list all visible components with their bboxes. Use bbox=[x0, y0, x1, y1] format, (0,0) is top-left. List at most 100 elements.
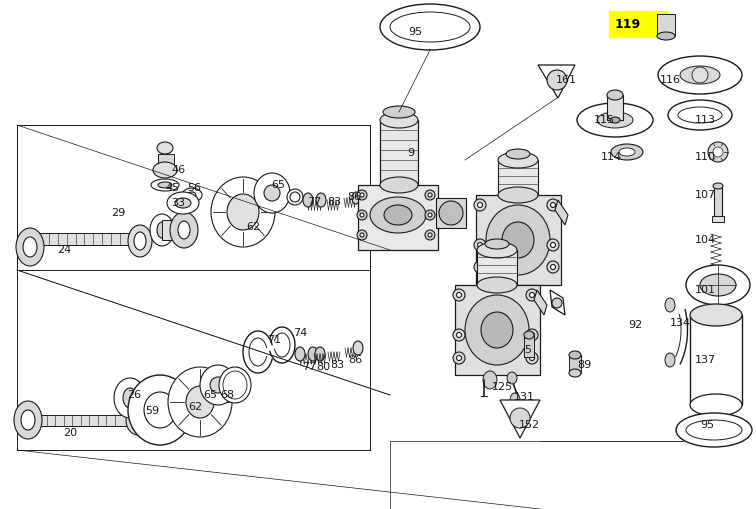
Ellipse shape bbox=[211, 177, 275, 247]
Ellipse shape bbox=[668, 100, 732, 130]
Ellipse shape bbox=[128, 375, 192, 445]
FancyBboxPatch shape bbox=[609, 11, 667, 37]
Bar bbox=[607, 95, 623, 120]
Ellipse shape bbox=[384, 205, 412, 225]
Ellipse shape bbox=[200, 365, 236, 405]
Text: 45: 45 bbox=[165, 183, 179, 193]
Ellipse shape bbox=[170, 212, 198, 248]
Circle shape bbox=[529, 355, 534, 360]
Ellipse shape bbox=[303, 193, 313, 207]
Ellipse shape bbox=[158, 182, 172, 188]
Ellipse shape bbox=[295, 347, 305, 361]
Ellipse shape bbox=[168, 367, 232, 437]
Ellipse shape bbox=[188, 192, 196, 198]
Circle shape bbox=[474, 239, 486, 251]
Text: 115: 115 bbox=[594, 115, 615, 125]
Text: 86: 86 bbox=[347, 192, 361, 202]
Circle shape bbox=[713, 147, 723, 157]
Circle shape bbox=[474, 199, 486, 211]
Ellipse shape bbox=[182, 188, 202, 202]
Ellipse shape bbox=[21, 410, 35, 430]
Ellipse shape bbox=[477, 242, 517, 258]
Circle shape bbox=[453, 289, 465, 301]
Circle shape bbox=[425, 190, 435, 200]
Ellipse shape bbox=[569, 351, 581, 359]
Ellipse shape bbox=[686, 420, 742, 440]
Circle shape bbox=[457, 332, 461, 337]
Circle shape bbox=[550, 265, 556, 269]
Ellipse shape bbox=[380, 112, 418, 128]
Text: 125: 125 bbox=[492, 382, 513, 392]
Text: 77: 77 bbox=[302, 362, 316, 372]
Ellipse shape bbox=[507, 372, 517, 384]
Text: 92: 92 bbox=[628, 320, 643, 330]
Text: 101: 101 bbox=[695, 285, 716, 295]
Text: 95: 95 bbox=[408, 27, 422, 37]
Text: 74: 74 bbox=[293, 328, 307, 338]
Ellipse shape bbox=[498, 187, 538, 203]
Circle shape bbox=[210, 377, 226, 393]
Circle shape bbox=[428, 233, 432, 237]
Circle shape bbox=[547, 70, 567, 90]
Ellipse shape bbox=[597, 112, 633, 128]
Text: 65: 65 bbox=[271, 180, 285, 190]
Text: 62: 62 bbox=[246, 222, 260, 232]
Bar bbox=[712, 216, 724, 222]
Text: 114: 114 bbox=[601, 152, 622, 162]
Ellipse shape bbox=[611, 144, 643, 160]
Circle shape bbox=[428, 193, 432, 197]
Circle shape bbox=[547, 239, 559, 251]
Bar bbox=[524, 335, 534, 357]
Text: 5: 5 bbox=[524, 345, 531, 355]
Ellipse shape bbox=[390, 12, 470, 42]
Bar bbox=[380, 120, 418, 185]
Text: 68: 68 bbox=[220, 390, 234, 400]
Text: 110: 110 bbox=[695, 152, 716, 162]
Ellipse shape bbox=[227, 194, 259, 230]
Text: 95: 95 bbox=[700, 420, 714, 430]
Ellipse shape bbox=[167, 192, 199, 214]
Ellipse shape bbox=[502, 222, 534, 258]
Text: 131: 131 bbox=[514, 392, 535, 402]
Bar bbox=[30, 233, 140, 245]
Ellipse shape bbox=[219, 367, 251, 403]
Text: 77: 77 bbox=[307, 197, 321, 207]
Polygon shape bbox=[538, 65, 575, 98]
Ellipse shape bbox=[524, 331, 534, 339]
Ellipse shape bbox=[186, 386, 214, 418]
Circle shape bbox=[425, 230, 435, 240]
Ellipse shape bbox=[153, 162, 177, 178]
Circle shape bbox=[526, 329, 538, 341]
Bar bbox=[569, 355, 581, 373]
Circle shape bbox=[526, 289, 538, 301]
Circle shape bbox=[228, 378, 242, 392]
Circle shape bbox=[357, 210, 367, 220]
Circle shape bbox=[478, 242, 482, 247]
Ellipse shape bbox=[486, 205, 550, 275]
Circle shape bbox=[692, 67, 708, 83]
Circle shape bbox=[360, 233, 364, 237]
Text: 24: 24 bbox=[57, 245, 71, 255]
Text: 71: 71 bbox=[267, 335, 281, 345]
Text: 9: 9 bbox=[407, 148, 414, 158]
Ellipse shape bbox=[352, 192, 360, 204]
Ellipse shape bbox=[658, 56, 742, 94]
Ellipse shape bbox=[14, 401, 42, 439]
Polygon shape bbox=[500, 400, 540, 438]
Circle shape bbox=[478, 203, 482, 208]
Text: 137: 137 bbox=[695, 355, 716, 365]
Polygon shape bbox=[555, 200, 568, 225]
Text: 80: 80 bbox=[316, 362, 330, 372]
Text: 46: 46 bbox=[171, 165, 185, 175]
Ellipse shape bbox=[16, 228, 44, 266]
Ellipse shape bbox=[223, 371, 247, 399]
Ellipse shape bbox=[485, 239, 509, 249]
Ellipse shape bbox=[380, 177, 418, 193]
Text: 62: 62 bbox=[188, 402, 202, 412]
Ellipse shape bbox=[114, 378, 146, 418]
Ellipse shape bbox=[157, 222, 167, 238]
Circle shape bbox=[547, 261, 559, 273]
Bar bbox=[455, 285, 540, 375]
Bar bbox=[714, 188, 722, 216]
Text: 134: 134 bbox=[670, 318, 691, 328]
